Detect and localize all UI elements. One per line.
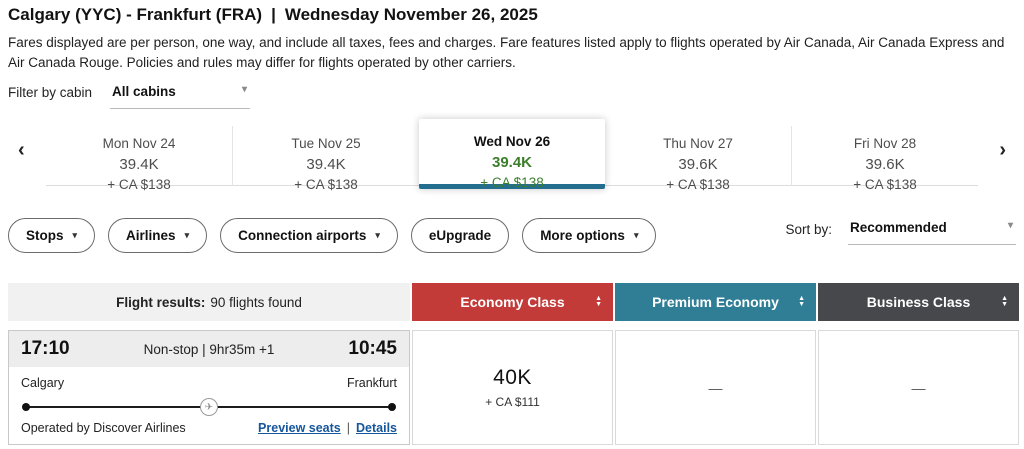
flight-timeline: ✈ — [22, 398, 396, 416]
connection-airports-filter-button[interactable]: Connection airports ▾ — [220, 218, 398, 253]
flight-itinerary-card: 17:10 Non-stop | 9hr35m +1 10:45 Calgary… — [8, 330, 410, 445]
date-tab-wed-nov-26-selected[interactable]: Wed Nov 26 39.4K + CA $138 — [419, 119, 605, 190]
date-tab-miles: 39.6K — [678, 156, 718, 173]
date-tab-miles: 39.4K — [119, 156, 159, 173]
fare-miles: 40K — [493, 366, 532, 389]
caret-down-icon: ▾ — [184, 230, 190, 240]
date-tab-price: + CA $138 — [107, 177, 171, 192]
cabin-select-value: All cabins — [112, 84, 176, 99]
date-tab-day: Fri Nov 28 — [853, 136, 917, 151]
arrival-dot — [388, 403, 396, 411]
date-tab-price: + CA $138 — [480, 175, 544, 190]
filter-row: Stops ▾ Airlines ▾ Connection airports ▾… — [8, 218, 1016, 253]
previous-dates-button[interactable]: ‹ — [18, 139, 25, 161]
unavailable-dash: — — [911, 379, 926, 396]
fare-price: + CA $111 — [485, 395, 540, 409]
pill-label: eUpgrade — [428, 228, 492, 243]
title-date: Wednesday November 26, 2025 — [284, 5, 538, 24]
column-header-label: Business Class — [866, 294, 971, 310]
route-info: Non-stop | 9hr35m +1 — [143, 341, 275, 357]
date-tab-price: + CA $138 — [666, 177, 730, 192]
fare-cell-economy[interactable]: 40K + CA $111 — [412, 330, 613, 445]
link-separator: | — [346, 421, 350, 435]
more-options-filter-button[interactable]: More options ▾ — [522, 218, 657, 253]
destination-city: Frankfurt — [346, 376, 397, 390]
cabin-select[interactable]: All cabins ▾ — [110, 84, 251, 109]
flight-card-links: Preview seats | Details — [258, 421, 397, 435]
date-tab-miles: 39.4K — [306, 156, 346, 173]
caret-down-icon: ▾ — [242, 84, 248, 95]
preview-seats-link[interactable]: Preview seats — [258, 421, 341, 435]
results-header: Flight results: 90 flights found Economy… — [8, 283, 1019, 321]
cabin-filter: Filter by cabin All cabins ▾ — [8, 84, 251, 109]
date-tab-mon-nov-24[interactable]: Mon Nov 24 39.4K + CA $138 — [46, 126, 232, 192]
caret-down-icon: ▾ — [1007, 220, 1013, 231]
pill-label: Airlines — [126, 228, 176, 243]
sort-select[interactable]: Recommended ▾ — [848, 220, 1016, 245]
fare-disclaimer: Fares displayed are per person, one way,… — [8, 35, 1005, 71]
flight-card-footer: Operated by Discover Airlines Preview se… — [21, 421, 397, 435]
stops-filter-button[interactable]: Stops ▾ — [8, 218, 96, 253]
pill-label: More options — [540, 228, 625, 243]
flight-results-summary: Flight results: 90 flights found — [8, 283, 410, 321]
date-tab-miles: 39.6K — [865, 156, 905, 173]
page-title: Calgary (YYC) - Frankfurt (FRA) | Wednesda… — [8, 5, 538, 25]
eupgrade-filter-button[interactable]: eUpgrade — [410, 218, 510, 253]
flight-times-bar: 17:10 Non-stop | 9hr35m +1 10:45 — [9, 331, 409, 367]
date-tab-fri-nov-28[interactable]: Fri Nov 28 39.6K + CA $138 — [791, 126, 978, 192]
operated-by-text: Operated by Discover Airlines — [21, 421, 186, 435]
date-tab-day: Tue Nov 25 — [291, 136, 361, 151]
sort-by-label: Sort by: — [785, 222, 832, 237]
date-tab-miles: 39.4K — [491, 154, 533, 171]
departure-dot — [22, 403, 30, 411]
column-header-business-class[interactable]: Business Class ▲ ▼ — [818, 283, 1019, 321]
sort-arrows-icon: ▲ ▼ — [798, 295, 805, 308]
origin-city: Calgary — [21, 376, 65, 390]
date-tabs: Mon Nov 24 39.4K + CA $138 Tue Nov 25 39… — [46, 119, 978, 192]
caret-down-icon: ▾ — [633, 230, 639, 240]
column-header-label: Premium Economy — [652, 294, 779, 310]
sort-select-value: Recommended — [850, 220, 947, 235]
details-link[interactable]: Details — [356, 421, 397, 435]
fare-cell-premium-economy-unavailable: — — [615, 330, 816, 445]
column-header-economy-class[interactable]: Economy Class ▲ ▼ — [412, 283, 613, 321]
city-labels: Calgary Frankfurt — [9, 367, 409, 393]
departure-time: 17:10 — [21, 338, 70, 359]
date-tab-price: + CA $138 — [853, 177, 917, 192]
caret-down-icon: ▾ — [72, 230, 78, 240]
date-tab-day: Mon Nov 24 — [102, 136, 176, 151]
caret-down-icon: ▾ — [375, 230, 380, 240]
pill-label: Stops — [26, 228, 64, 243]
filter-by-cabin-label: Filter by cabin — [8, 85, 93, 100]
sort-area: Sort by: Recommended ▾ — [785, 218, 1016, 245]
title-separator: | — [271, 5, 276, 24]
unavailable-dash: — — [708, 379, 723, 396]
date-strip: ‹ Mon Nov 24 39.4K + CA $138 Tue Nov 25 … — [0, 118, 1024, 192]
airplane-icon: ✈ — [200, 398, 218, 416]
date-tab-day: Thu Nov 27 — [663, 136, 733, 151]
sort-arrows-icon: ▲ ▼ — [1001, 295, 1008, 308]
date-tab-tue-nov-25[interactable]: Tue Nov 25 39.4K + CA $138 — [232, 126, 419, 192]
results-summary-value: 90 flights found — [210, 294, 302, 310]
column-header-premium-economy[interactable]: Premium Economy ▲ ▼ — [615, 283, 816, 321]
date-tab-price: + CA $138 — [294, 177, 358, 192]
sort-arrows-icon: ▲ ▼ — [595, 295, 602, 308]
airlines-filter-button[interactable]: Airlines ▾ — [108, 218, 208, 253]
column-header-label: Economy Class — [460, 294, 565, 310]
flight-result-row: 17:10 Non-stop | 9hr35m +1 10:45 Calgary… — [8, 330, 1019, 445]
date-tab-thu-nov-27[interactable]: Thu Nov 27 39.6K + CA $138 — [605, 126, 791, 192]
results-summary-label: Flight results: — [116, 294, 206, 310]
arrival-time: 10:45 — [348, 338, 397, 359]
title-route: Calgary (YYC) - Frankfurt (FRA) — [8, 5, 263, 24]
date-tab-day: Wed Nov 26 — [473, 134, 551, 149]
fare-cell-business-unavailable: — — [818, 330, 1019, 445]
next-dates-button[interactable]: › — [999, 139, 1006, 161]
pill-label: Connection airports — [238, 228, 367, 243]
